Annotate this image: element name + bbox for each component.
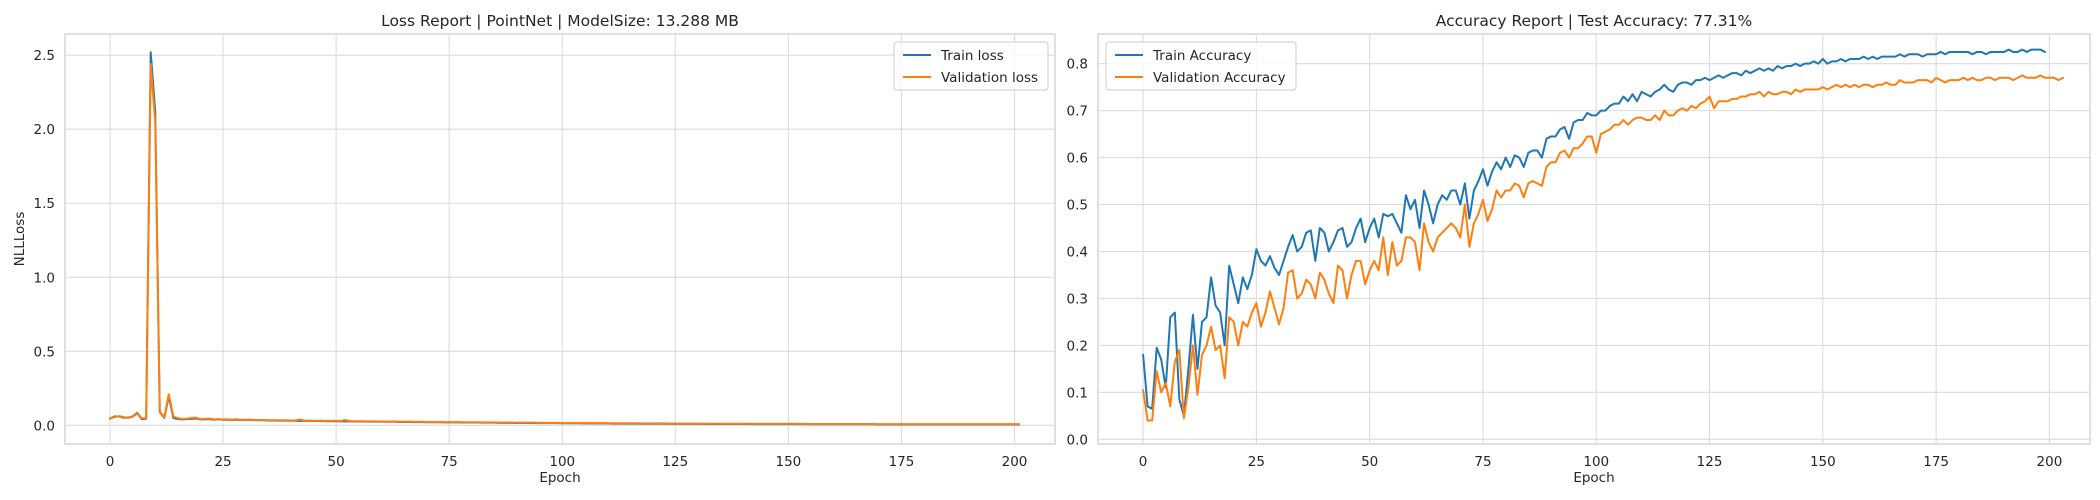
loss-legend-label-validation: Validation loss [941,70,1038,86]
loss-x-axis-label: Epoch [539,470,580,486]
loss-x-tick-label: 175 [889,454,915,470]
loss-y-tick-label: 1.0 [34,270,55,286]
accuracy-chart-title: Accuracy Report | Test Accuracy: 77.31% [1436,12,1753,30]
accuracy-gridlines [1098,34,2090,444]
loss-x-tick-label: 50 [328,454,345,470]
accuracy-plot-area [1097,33,2091,445]
accuracy-chart: 0 25 50 75 100 125 150 175 200 0.00.10.20.30.40.… [1067,12,2091,486]
accuracy-x-tick-label: 175 [1923,454,1949,470]
accuracy-y-tick-label: 0.0 [1067,432,1088,448]
loss-x-tick-label: 100 [549,454,575,470]
accuracy-x-tick-label: 150 [1810,454,1836,470]
loss-series [109,51,1021,426]
accuracy-y-tick-label: 0.6 [1067,151,1088,167]
loss-x-ticks: 0 25 50 75 100 125 150 175 200 [106,454,1028,470]
accuracy-y-tick-label: 0.5 [1067,198,1088,214]
accuracy-x-tick-label: 25 [1248,454,1265,470]
loss-chart-title: Loss Report | PointNet | ModelSize: 13.2… [381,12,739,30]
loss-x-tick-label: 0 [106,454,115,470]
loss-legend-box [893,41,1049,91]
accuracy-x-ticks: 0 25 50 75 100 125 150 175 200 [1139,454,2063,470]
accuracy-x-tick-label: 0 [1139,454,1148,470]
loss-y-tick-label: 1.5 [34,196,55,212]
loss-x-tick-label: 150 [776,454,802,470]
accuracy-x-tick-label: 125 [1697,454,1723,470]
loss-y-ticks: 0.0 0.5 1.0 1.5 2.0 2.5 [34,48,55,434]
accuracy-y-tick-label: 0.7 [1067,104,1088,120]
accuracy-legend-box [1105,41,1297,91]
loss-x-tick-label: 75 [441,454,458,470]
accuracy-y-tick-label: 0.4 [1067,244,1088,260]
accuracy-series-line-validation [1142,74,2065,422]
accuracy-x-tick-label: 200 [2037,454,2063,470]
loss-x-tick-label: 200 [1002,454,1028,470]
accuracy-x-tick-label: 75 [1474,454,1491,470]
loss-y-tick-label: 0.5 [34,344,55,360]
accuracy-x-tick-label: 50 [1361,454,1378,470]
accuracy-series-line-train [1142,48,2046,417]
accuracy-y-tick-label: 0.3 [1067,291,1088,307]
loss-chart: 0 25 50 75 100 125 150 175 200 0.0 0.5 1.0 1.5 2.0 2.… [12,12,1056,486]
loss-series-line-validation [109,63,1021,426]
accuracy-y-ticks: 0.0 0.1 0.2 0.3 0.4 0.5 0.6 0.7 0.8 [1067,57,1088,449]
accuracy-x-axis-label: Epoch [1573,470,1614,486]
loss-x-tick-label: 125 [662,454,688,470]
accuracy-series [1142,48,2065,422]
accuracy-y-tick-label: 0.1 [1067,385,1088,401]
accuracy-y-tick-label: 0.8 [1067,57,1088,73]
loss-y-tick-label: 2.0 [34,122,55,138]
accuracy-legend: Train Accuracy Validation Accuracy [1105,41,1297,91]
loss-y-tick-label: 2.5 [34,48,55,64]
loss-x-tick-label: 25 [214,454,231,470]
loss-legend: Train loss Validation loss [893,41,1049,91]
accuracy-legend-label-train: Train Accuracy [1152,48,1251,64]
loss-y-tick-label: 0.0 [34,418,55,434]
loss-y-axis-label: NLLLoss [12,212,28,267]
accuracy-legend-label-validation: Validation Accuracy [1153,70,1286,86]
loss-plot-area [64,33,1056,445]
loss-legend-label-train: Train loss [940,48,1004,64]
accuracy-x-tick-label: 100 [1583,454,1609,470]
accuracy-y-tick-label: 0.2 [1067,338,1088,354]
